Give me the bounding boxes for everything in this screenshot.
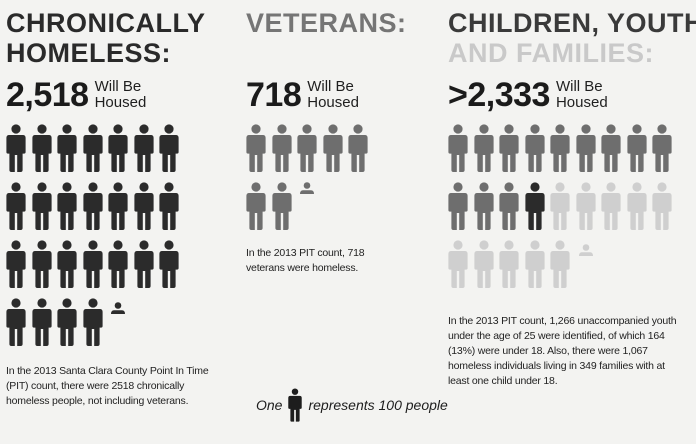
person-icon xyxy=(525,124,545,172)
person-icon xyxy=(134,182,154,230)
youth-stat: >2,333 Will Be Housed xyxy=(448,78,626,112)
person-icon xyxy=(348,124,368,172)
person-icon xyxy=(499,124,519,172)
person-icon xyxy=(550,240,570,288)
person-icon xyxy=(6,240,26,288)
chronic-number: 2,518 xyxy=(6,76,89,114)
person-icon xyxy=(550,124,570,172)
youth-heading-line2: AND FAMILIES: xyxy=(448,38,654,68)
person-icon xyxy=(159,240,179,288)
chronic-icon-grid xyxy=(6,124,206,344)
person-icon xyxy=(601,182,621,230)
person-icon xyxy=(299,182,315,194)
legend-suffix: represents 100 people xyxy=(308,397,448,413)
person-icon xyxy=(323,124,343,172)
person-icon xyxy=(57,298,77,346)
veterans-number: 718 xyxy=(246,76,302,114)
person-icon xyxy=(6,298,26,346)
person-icon xyxy=(297,124,317,172)
chronic-number-label: Will Be Housed xyxy=(94,78,147,111)
person-icon xyxy=(159,182,179,230)
person-icon xyxy=(474,124,494,172)
person-icon xyxy=(272,124,292,172)
youth-heading-line1: CHILDREN, YOUTH, xyxy=(448,8,696,38)
person-icon xyxy=(246,182,266,230)
person-icon xyxy=(57,182,77,230)
person-icon xyxy=(134,124,154,172)
person-icon xyxy=(499,240,519,288)
youth-number-label: Will Be Housed xyxy=(555,78,608,111)
person-icon xyxy=(474,240,494,288)
person-icon xyxy=(474,182,494,230)
person-icon xyxy=(652,124,672,172)
chronic-heading-line2: HOMELESS: xyxy=(6,38,172,68)
person-icon xyxy=(110,302,126,314)
person-icon xyxy=(272,182,292,230)
person-icon xyxy=(32,182,52,230)
person-icon xyxy=(652,182,672,230)
chronic-description: In the 2013 Santa Clara County Point In … xyxy=(6,365,209,407)
person-icon xyxy=(32,124,52,172)
veterans-icon-grid xyxy=(246,124,396,234)
person-icon xyxy=(83,240,103,288)
person-icon xyxy=(448,182,468,230)
chronic-stat: 2,518 Will Be Housed xyxy=(6,78,165,112)
veterans-number-label: Will Be Housed xyxy=(307,78,359,111)
person-icon xyxy=(108,124,128,172)
person-icon xyxy=(108,182,128,230)
person-icon xyxy=(6,124,26,172)
veterans-description: In the 2013 PIT count, 718 veterans were… xyxy=(246,247,365,274)
veterans-heading: VETERANS: xyxy=(246,8,407,38)
person-icon xyxy=(578,244,594,256)
person-icon xyxy=(448,240,468,288)
legend-prefix: One xyxy=(256,397,283,413)
person-icon xyxy=(134,240,154,288)
person-icon xyxy=(159,124,179,172)
person-icon xyxy=(550,182,570,230)
person-icon xyxy=(288,388,302,422)
youth-icon-grid xyxy=(448,124,688,294)
person-icon xyxy=(108,240,128,288)
youth-description: In the 2013 PIT count, 1,266 unaccompani… xyxy=(448,315,677,387)
person-icon xyxy=(525,240,545,288)
person-icon xyxy=(57,240,77,288)
person-icon xyxy=(499,182,519,230)
person-icon xyxy=(576,124,596,172)
person-icon xyxy=(32,298,52,346)
person-icon xyxy=(627,182,647,230)
person-icon xyxy=(246,124,266,172)
veterans-stat: 718 Will Be Housed xyxy=(246,78,377,112)
person-icon xyxy=(83,298,103,346)
person-icon xyxy=(83,124,103,172)
person-icon xyxy=(32,240,52,288)
person-icon xyxy=(627,124,647,172)
person-icon xyxy=(83,182,103,230)
person-icon xyxy=(576,182,596,230)
person-icon xyxy=(57,124,77,172)
person-icon xyxy=(525,182,545,230)
chronic-heading-line1: CHRONICALLY xyxy=(6,8,206,38)
person-icon xyxy=(6,182,26,230)
person-icon xyxy=(448,124,468,172)
legend: One represents 100 people xyxy=(256,388,448,422)
youth-number: >2,333 xyxy=(448,76,550,114)
person-icon xyxy=(601,124,621,172)
